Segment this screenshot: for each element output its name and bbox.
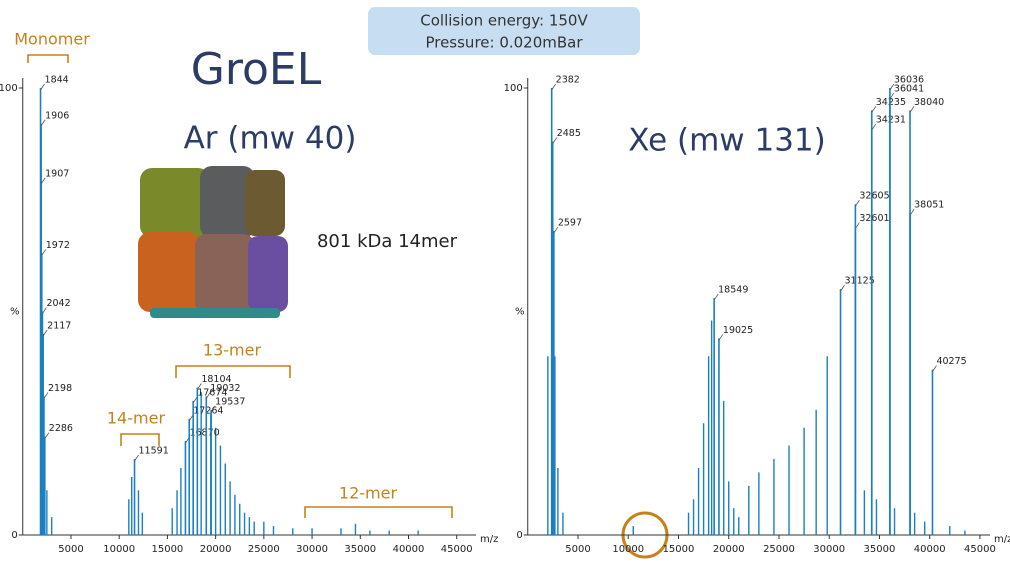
peak-label: 19025 <box>723 325 753 336</box>
peak-label: 38051 <box>914 200 944 211</box>
annotation: 12-mer <box>339 484 398 503</box>
peak-leader <box>43 392 49 399</box>
complex-label: 801 kDa 14mer <box>317 231 458 252</box>
peak-label: 1906 <box>45 110 69 121</box>
peak-label: 16870 <box>189 428 219 439</box>
peak-leader <box>42 329 48 337</box>
y-tick-label: 0 <box>11 530 17 541</box>
peak-label: 19032 <box>210 383 240 394</box>
peak-label: 19537 <box>215 396 245 407</box>
peak-leader <box>932 365 937 372</box>
info-line: Pressure: 0.020mBar <box>425 34 583 52</box>
x-axis-label: m/z <box>480 534 498 545</box>
peak-label: 2597 <box>558 218 582 229</box>
slide-title: GroEL <box>191 44 322 95</box>
peak-leader <box>40 83 45 91</box>
peak-label: 36036 <box>894 75 924 86</box>
x-tick-label: 25000 <box>248 544 280 555</box>
peak-label: 18104 <box>201 374 231 385</box>
chart-title: Ar (mw 40) <box>184 121 357 157</box>
peak-leader <box>909 208 915 216</box>
peak-label: 17264 <box>193 405 223 416</box>
info-line: Collision energy: 150V <box>420 12 588 30</box>
peak-label: 34235 <box>876 97 906 108</box>
peak-label: 2286 <box>49 423 73 434</box>
y-tick-label: 0 <box>516 530 522 541</box>
peak-leader <box>909 106 915 113</box>
peak-label: 2198 <box>48 383 72 394</box>
peak-label: 18549 <box>718 285 748 296</box>
peak-leader <box>552 137 558 144</box>
x-tick-label: 30000 <box>813 544 845 555</box>
peak-leader <box>553 226 559 234</box>
info-box <box>368 7 640 55</box>
protein-image <box>138 166 288 318</box>
x-tick-label: 15000 <box>151 544 183 555</box>
peak-label: 32601 <box>859 213 889 224</box>
peak-leader <box>551 83 557 91</box>
chart-title: Xe (mw 131) <box>628 123 826 159</box>
peak-leader <box>134 454 139 462</box>
peak-label: 1907 <box>45 168 69 179</box>
annotation: 14-mer <box>107 409 166 428</box>
peak-label: 17674 <box>197 387 227 398</box>
y-tick-label: 100 <box>504 83 523 94</box>
peak-leader <box>889 92 895 100</box>
x-tick-label: 20000 <box>713 544 745 555</box>
peak-label: 2485 <box>557 128 581 139</box>
peak-label: 2042 <box>46 298 70 309</box>
peak-leader <box>713 293 719 301</box>
peak-leader <box>197 383 202 390</box>
peak-leader <box>718 334 724 341</box>
x-tick-label: 5000 <box>565 544 590 555</box>
x-tick-label: 20000 <box>200 544 232 555</box>
peak-leader <box>40 177 46 185</box>
peak-leader <box>855 199 860 207</box>
x-tick-label: 45000 <box>964 544 996 555</box>
annotation: 13-mer <box>203 341 262 360</box>
peak-leader <box>840 284 845 292</box>
peak-label: 31125 <box>845 276 875 287</box>
x-tick-label: 35000 <box>344 544 376 555</box>
peak-leader <box>871 106 877 113</box>
y-tick-label: 100 <box>0 83 18 94</box>
peak-label: 34231 <box>876 115 906 126</box>
y-axis-label: % <box>515 307 525 318</box>
peak-label: 32605 <box>859 191 889 202</box>
x-tick-label: 10000 <box>103 544 135 555</box>
x-tick-label: 15000 <box>663 544 695 555</box>
peak-leader <box>41 249 47 256</box>
peak-leader <box>42 307 47 314</box>
x-tick-label: 5000 <box>58 544 83 555</box>
peak-label: 38040 <box>914 97 944 108</box>
peak-label: 2117 <box>47 320 71 331</box>
x-tick-label: 40000 <box>393 544 425 555</box>
x-tick-label: 45000 <box>441 544 473 555</box>
peak-leader <box>889 83 895 91</box>
peak-label: 1844 <box>45 75 69 86</box>
x-tick-label: 35000 <box>864 544 896 555</box>
peak-leader <box>210 405 216 413</box>
x-tick-label: 10000 <box>612 544 644 555</box>
peak-label: 11591 <box>139 446 169 457</box>
y-axis-label: % <box>10 307 20 318</box>
peak-label: 40275 <box>936 356 966 367</box>
x-tick-label: 25000 <box>763 544 795 555</box>
peak-label: 2382 <box>556 75 580 86</box>
peak-leader <box>205 392 211 399</box>
peak-label: 1972 <box>46 240 70 251</box>
annotation: Monomer <box>14 30 90 49</box>
x-tick-label: 30000 <box>296 544 328 555</box>
x-tick-label: 40000 <box>914 544 946 555</box>
peak-label: 36041 <box>894 83 924 94</box>
peak-leader <box>44 432 50 439</box>
peak-leader <box>192 396 198 404</box>
peak-leader <box>40 119 46 126</box>
x-axis-label: m/z <box>994 534 1010 545</box>
